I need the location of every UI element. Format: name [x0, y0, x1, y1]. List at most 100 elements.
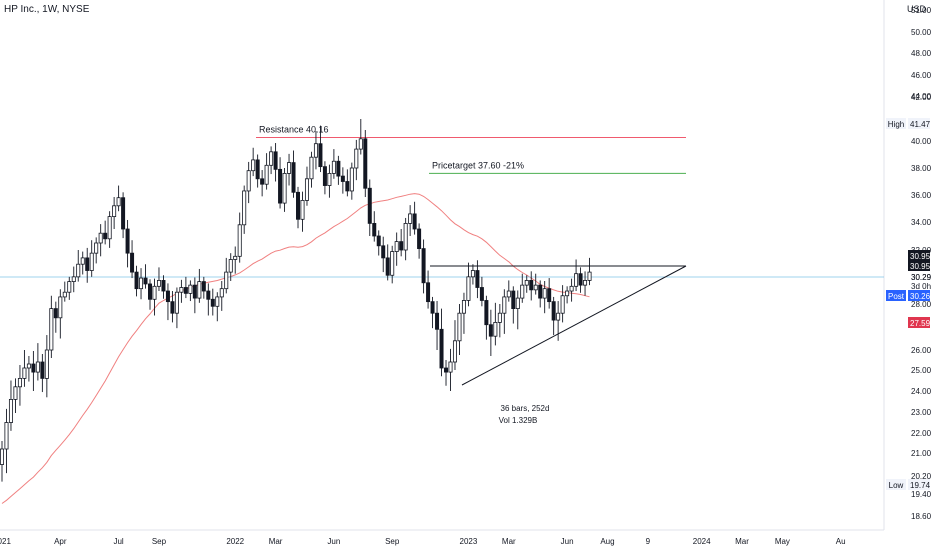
- candle[interactable]: [529, 271, 534, 301]
- candle[interactable]: [533, 273, 538, 295]
- candle[interactable]: [551, 296, 556, 336]
- candle[interactable]: [296, 186, 301, 229]
- candle[interactable]: [448, 348, 453, 391]
- candle[interactable]: [569, 278, 574, 302]
- candle[interactable]: [340, 167, 345, 194]
- candle[interactable]: [587, 257, 592, 286]
- candle[interactable]: [417, 223, 422, 259]
- candle[interactable]: [260, 170, 265, 197]
- candle[interactable]: [228, 253, 233, 282]
- candle[interactable]: [439, 308, 444, 377]
- candle[interactable]: [435, 301, 440, 350]
- candle[interactable]: [210, 288, 215, 316]
- candle[interactable]: [143, 264, 148, 289]
- candle[interactable]: [515, 290, 520, 330]
- candle[interactable]: [71, 266, 76, 293]
- triangle-support-line[interactable]: [461, 265, 687, 386]
- candle[interactable]: [49, 295, 54, 358]
- candle[interactable]: [107, 211, 112, 248]
- candle[interactable]: [461, 292, 466, 334]
- candle[interactable]: [174, 287, 179, 329]
- candle[interactable]: [139, 268, 144, 300]
- candle[interactable]: [89, 240, 94, 277]
- candle[interactable]: [134, 265, 139, 297]
- candle[interactable]: [542, 281, 547, 314]
- candle[interactable]: [130, 240, 135, 279]
- candle[interactable]: [367, 179, 372, 236]
- candle[interactable]: [152, 278, 157, 316]
- candle[interactable]: [273, 143, 278, 182]
- candle[interactable]: [318, 125, 323, 173]
- candle[interactable]: [421, 239, 426, 294]
- candle[interactable]: [8, 380, 13, 431]
- candle[interactable]: [215, 292, 220, 322]
- candle[interactable]: [331, 149, 336, 179]
- candle[interactable]: [80, 251, 85, 275]
- candle[interactable]: [313, 131, 318, 170]
- candle[interactable]: [358, 119, 363, 155]
- candle[interactable]: [403, 217, 408, 261]
- candle[interactable]: [385, 244, 390, 281]
- candle[interactable]: [399, 229, 404, 257]
- candle[interactable]: [560, 285, 565, 323]
- candle[interactable]: [44, 335, 49, 398]
- candle[interactable]: [430, 296, 435, 329]
- candle[interactable]: [426, 270, 431, 309]
- candle[interactable]: [506, 280, 511, 302]
- candle[interactable]: [224, 257, 229, 294]
- candle[interactable]: [502, 289, 507, 334]
- candle[interactable]: [121, 192, 126, 239]
- candle[interactable]: [349, 162, 354, 200]
- candle[interactable]: [511, 286, 516, 324]
- candle[interactable]: [103, 220, 108, 245]
- candle[interactable]: [354, 139, 359, 181]
- candle[interactable]: [116, 185, 121, 212]
- candle[interactable]: [192, 277, 197, 314]
- candle[interactable]: [520, 273, 525, 303]
- candles-layer[interactable]: [0, 119, 592, 482]
- candle[interactable]: [488, 309, 493, 356]
- candle[interactable]: [282, 168, 287, 212]
- candle[interactable]: [165, 283, 170, 321]
- candle[interactable]: [112, 197, 117, 229]
- candle[interactable]: [578, 267, 583, 293]
- candle[interactable]: [85, 247, 90, 283]
- candle[interactable]: [0, 441, 4, 482]
- candle[interactable]: [475, 260, 480, 299]
- candle[interactable]: [94, 237, 99, 264]
- candle[interactable]: [161, 275, 166, 299]
- candle[interactable]: [201, 276, 206, 299]
- candle[interactable]: [574, 259, 579, 292]
- candle[interactable]: [278, 157, 283, 209]
- candle[interactable]: [538, 280, 543, 308]
- candle[interactable]: [565, 286, 570, 304]
- candle[interactable]: [372, 211, 377, 242]
- candle[interactable]: [170, 291, 175, 323]
- candle[interactable]: [40, 354, 45, 393]
- candle[interactable]: [412, 201, 417, 235]
- candle[interactable]: [376, 230, 381, 256]
- candle[interactable]: [322, 161, 327, 195]
- candle[interactable]: [67, 276, 72, 300]
- candle[interactable]: [345, 169, 350, 197]
- candle[interactable]: [156, 267, 161, 292]
- candle[interactable]: [470, 264, 475, 285]
- candle[interactable]: [269, 146, 274, 175]
- candle[interactable]: [255, 154, 260, 188]
- candle[interactable]: [524, 275, 529, 293]
- candle[interactable]: [381, 236, 386, 273]
- candle[interactable]: [26, 356, 31, 382]
- candle[interactable]: [237, 212, 242, 263]
- candle[interactable]: [466, 262, 471, 307]
- candle[interactable]: [233, 246, 238, 274]
- candle[interactable]: [493, 302, 498, 346]
- candle[interactable]: [336, 155, 341, 185]
- candle[interactable]: [300, 191, 305, 232]
- candle[interactable]: [547, 278, 552, 309]
- candle[interactable]: [183, 276, 188, 299]
- candle[interactable]: [76, 250, 81, 282]
- candle[interactable]: [22, 350, 27, 387]
- candle[interactable]: [35, 343, 40, 381]
- candle[interactable]: [452, 320, 457, 370]
